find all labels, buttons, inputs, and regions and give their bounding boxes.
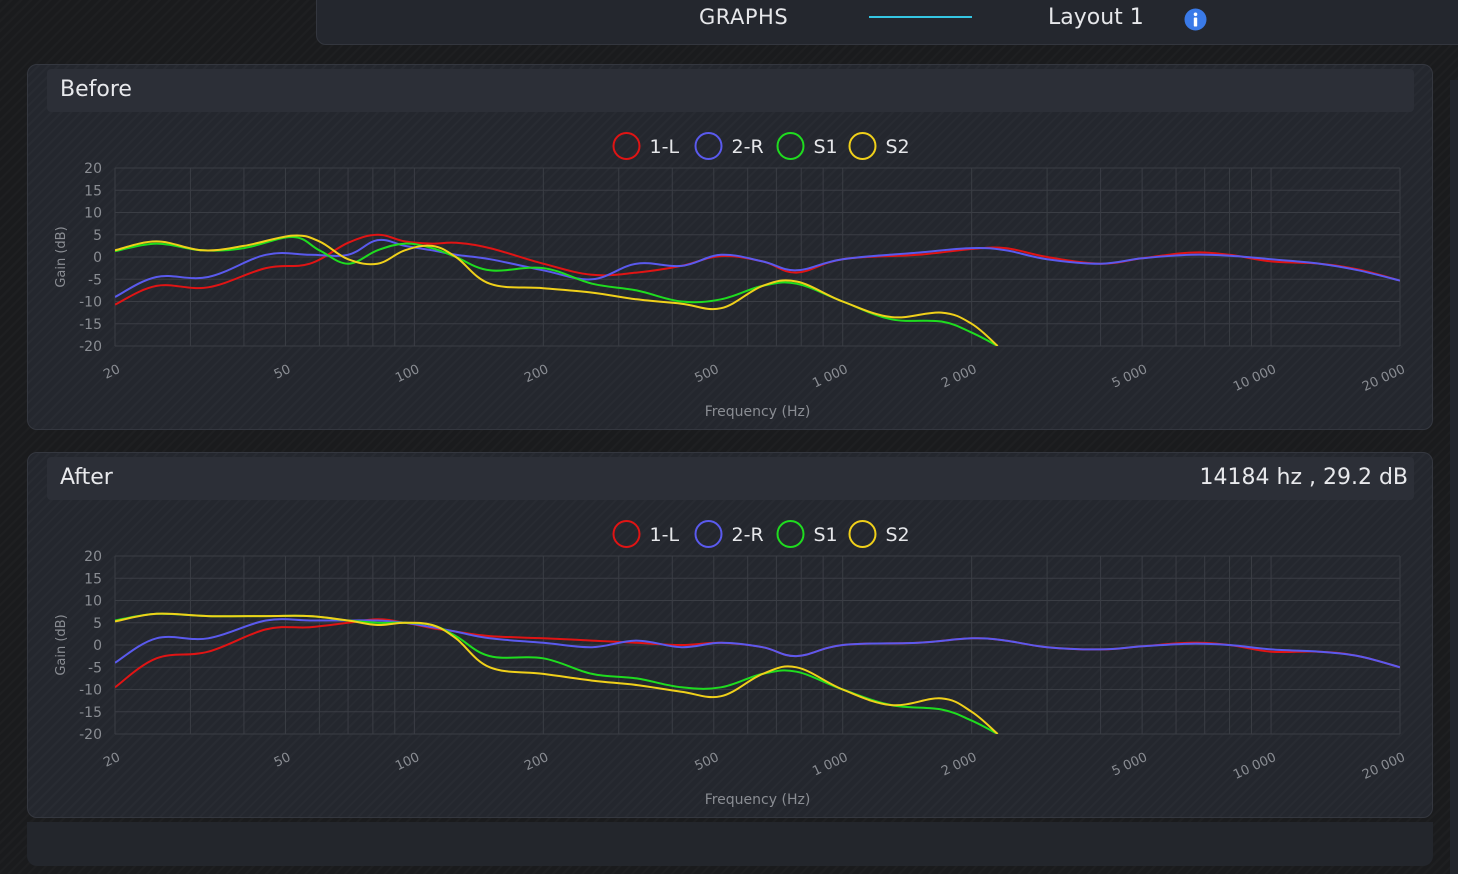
series-lines xyxy=(115,612,1400,734)
legend-item-2-r[interactable]: 2-R xyxy=(694,132,764,160)
x-axis-label: Frequency (Hz) xyxy=(705,404,811,420)
before-panel: Before 20 15 10 5 0 -5 -10 -15 -20 20 50 100 200 500 1… xyxy=(27,64,1433,430)
x-tick-label: 5 000 xyxy=(1110,750,1150,779)
y-axis-label: Gain (dB) xyxy=(54,614,69,675)
series-line-1-l[interactable] xyxy=(115,233,1400,306)
x-tick-label: 20 xyxy=(101,362,122,383)
x-tick-label: 1 000 xyxy=(810,362,850,391)
legend-swatch xyxy=(776,132,805,160)
x-tick-label: 20 000 xyxy=(1360,750,1408,783)
x-axis-label: Frequency (Hz) xyxy=(705,792,811,808)
legend-label: S1 xyxy=(814,524,838,546)
before-panel-title: Before xyxy=(60,77,132,102)
y-tick-label: 15 xyxy=(84,571,102,587)
graphs-header-bar: GRAPHS Layout 1 xyxy=(316,0,1458,45)
right-scroll-edge xyxy=(1450,80,1458,874)
after-panel-title: After xyxy=(60,465,113,490)
x-tick-label: 500 xyxy=(693,750,722,774)
before-panel-header: Before xyxy=(47,69,1414,112)
after-panel: After 14184 hz , 29.2 dB 20 15 10 5 0 -5 -10 -1… xyxy=(27,452,1433,818)
series-lines xyxy=(115,233,1400,346)
series-line-2-r[interactable] xyxy=(115,238,1400,298)
legend-item-s1[interactable]: S1 xyxy=(776,520,838,548)
chart-grid xyxy=(114,167,1401,347)
x-tick-label: 10 000 xyxy=(1231,750,1279,783)
chart-grid xyxy=(114,555,1401,735)
y-tick-label: 0 xyxy=(93,638,102,654)
x-tick-label: 2 000 xyxy=(939,362,979,391)
x-tick-label: 2 000 xyxy=(939,750,979,779)
y-tick-label: 20 xyxy=(84,161,102,177)
legend-swatch xyxy=(612,132,641,160)
series-line-s2[interactable] xyxy=(115,234,999,346)
y-tick-label: 15 xyxy=(84,183,102,199)
y-tick-label: -5 xyxy=(88,272,102,288)
after-panel-header: After 14184 hz , 29.2 dB xyxy=(47,457,1414,500)
series-line-s1[interactable] xyxy=(115,235,999,346)
x-tick-label: 50 xyxy=(272,750,293,771)
legend-item-2-r[interactable]: 2-R xyxy=(694,520,764,548)
y-tick-label: 10 xyxy=(84,594,102,610)
legend-swatch xyxy=(694,132,723,160)
y-tick-label: -15 xyxy=(79,705,102,721)
y-tick-label: 5 xyxy=(93,616,102,632)
chart-legend: 1-L 2-R S1 S2 xyxy=(612,132,910,160)
legend-label: 2-R xyxy=(732,524,764,546)
x-tick-label: 200 xyxy=(522,362,551,386)
y-tick-label: 20 xyxy=(84,549,102,565)
info-icon[interactable] xyxy=(1184,8,1207,31)
y-tick-label: -5 xyxy=(88,660,102,676)
legend-label: S2 xyxy=(886,136,910,158)
x-tick-label: 100 xyxy=(393,362,422,386)
series-line-2-r[interactable] xyxy=(115,618,1400,669)
legend-swatch xyxy=(848,520,877,548)
graphs-title: GRAPHS xyxy=(699,5,789,29)
y-tick-label: 0 xyxy=(93,250,102,266)
legend-swatch xyxy=(694,520,723,548)
y-tick-label: -15 xyxy=(79,317,102,333)
y-tick-label: 10 xyxy=(84,206,102,222)
y-tick-label: 5 xyxy=(93,228,102,244)
chart-legend: 1-L 2-R S1 S2 xyxy=(612,520,910,548)
header-accent-line xyxy=(869,16,972,18)
legend-label: 1-L xyxy=(650,136,680,158)
legend-item-1-l[interactable]: 1-L xyxy=(612,132,680,160)
y-tick-label: -20 xyxy=(79,727,102,743)
y-tick-label: -10 xyxy=(79,683,102,699)
legend-item-1-l[interactable]: 1-L xyxy=(612,520,680,548)
cursor-readout: 14184 hz , 29.2 dB xyxy=(1199,465,1408,490)
legend-swatch xyxy=(848,132,877,160)
series-line-s1[interactable] xyxy=(115,612,999,734)
x-tick-label: 100 xyxy=(393,750,422,774)
legend-label: 2-R xyxy=(732,136,764,158)
x-tick-label: 500 xyxy=(693,362,722,386)
legend-label: 1-L xyxy=(650,524,680,546)
bottom-panel-strip xyxy=(27,822,1433,866)
legend-swatch xyxy=(776,520,805,548)
legend-item-s1[interactable]: S1 xyxy=(776,132,838,160)
y-tick-label: -20 xyxy=(79,339,102,355)
legend-item-s2[interactable]: S2 xyxy=(848,132,910,160)
legend-swatch xyxy=(612,520,641,548)
x-tick-label: 5 000 xyxy=(1110,362,1150,391)
y-tick-label: -10 xyxy=(79,295,102,311)
legend-label: S2 xyxy=(886,524,910,546)
legend-label: S1 xyxy=(814,136,838,158)
x-tick-label: 200 xyxy=(522,750,551,774)
layout-selector[interactable]: Layout 1 xyxy=(1048,5,1144,30)
x-tick-label: 1 000 xyxy=(810,750,850,779)
y-axis-label: Gain (dB) xyxy=(54,226,69,287)
series-line-s2[interactable] xyxy=(115,612,999,734)
x-tick-label: 20 xyxy=(101,750,122,771)
x-tick-label: 50 xyxy=(272,362,293,383)
legend-item-s2[interactable]: S2 xyxy=(848,520,910,548)
x-tick-label: 10 000 xyxy=(1231,362,1279,395)
x-tick-label: 20 000 xyxy=(1360,362,1408,395)
